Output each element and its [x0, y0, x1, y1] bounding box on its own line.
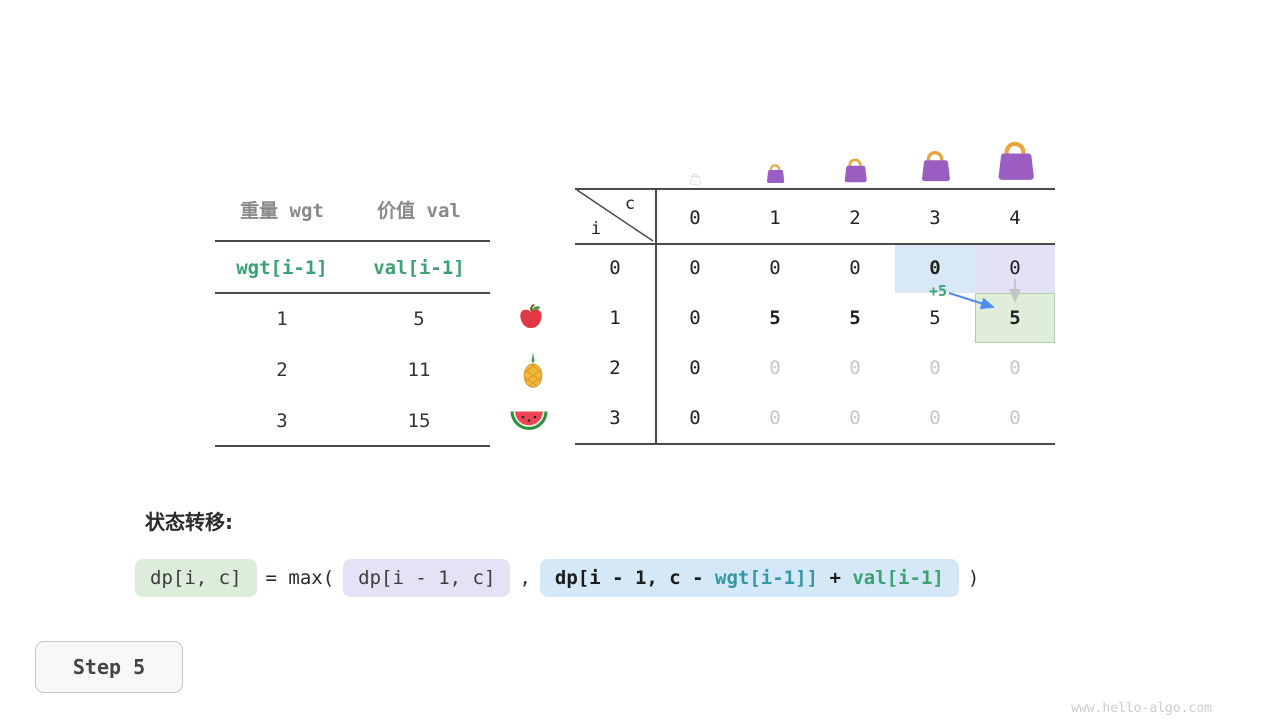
transition-heading: 状态转移:	[145, 510, 233, 534]
dp-cell: 0	[849, 257, 861, 279]
dp-col-header: 0	[689, 207, 701, 229]
bag-icon-3	[916, 144, 954, 186]
items-table-line-top	[215, 240, 490, 242]
dp-col-header: 2	[849, 207, 861, 229]
item-1-value: 5	[413, 308, 425, 330]
formula-term2-val: val[i-1]	[852, 567, 944, 589]
dp-cell: 0	[849, 407, 861, 429]
item-3-value: 15	[407, 410, 431, 432]
dp-cell-current: 5	[1009, 307, 1021, 329]
formula-comma: ,	[519, 567, 531, 589]
dp-row-label: 2	[609, 357, 621, 379]
watermelon-icon	[510, 411, 548, 430]
formula-equals-max: = max(	[265, 567, 335, 589]
dp-corner-row-label: i	[590, 219, 602, 239]
item-1-weight: 1	[276, 308, 288, 330]
items-header-weight: 重量 wgt	[240, 200, 324, 222]
pineapple-icon	[523, 352, 543, 388]
dp-cell-ref-sum: 0	[929, 257, 941, 279]
formula-lhs-box: dp[i, c]	[135, 559, 257, 597]
dp-cell: 0	[689, 407, 701, 429]
dp-cell: 0	[769, 257, 781, 279]
apple-icon	[520, 304, 542, 328]
dp-cell-ref-skip: 0	[1009, 257, 1021, 279]
dp-line-vertical	[655, 188, 657, 445]
dp-cell: 0	[1009, 357, 1021, 379]
dp-row-label: 1	[609, 307, 621, 329]
dp-cell: 0	[689, 357, 701, 379]
item-2-value: 11	[407, 359, 431, 381]
formula-term1-box: dp[i - 1, c]	[343, 559, 511, 597]
dp-line-top	[575, 188, 1055, 190]
dp-cell: 0	[1009, 407, 1021, 429]
dp-cell: 0	[929, 407, 941, 429]
dp-cell: 0	[689, 257, 701, 279]
transition-formula: dp[i, c] = max( dp[i - 1, c] , dp[i - 1,…	[135, 559, 988, 597]
bag-icon-1	[763, 160, 787, 186]
dp-cell: 0	[769, 407, 781, 429]
watermark: www.hello-algo.com	[1071, 701, 1212, 716]
dp-cell: 5	[929, 307, 941, 329]
formula-term2-wgt: wgt[i-1]]	[715, 567, 818, 589]
formula-term2-plus: +	[818, 567, 853, 589]
formula-term2-prefix: dp[i - 1, c -	[554, 567, 716, 589]
dp-cell: 0	[689, 307, 701, 329]
dp-col-header: 4	[1009, 207, 1021, 229]
dp-cell: 0	[849, 357, 861, 379]
dp-cell: 0	[769, 357, 781, 379]
dp-corner-col-label: c	[624, 194, 636, 214]
plus-value-annotation: +5	[928, 282, 948, 300]
items-table-line-bottom	[215, 445, 490, 447]
highlight-blue-cell	[895, 243, 975, 293]
dp-cell: 5	[769, 307, 781, 329]
bag-icon-4	[991, 133, 1039, 186]
items-formula-weight: wgt[i-1]	[236, 257, 328, 279]
dp-line-bottom	[575, 443, 1055, 445]
formula-closing-paren: )	[967, 567, 980, 589]
bag-icon-2	[840, 153, 870, 186]
dp-col-header: 3	[929, 207, 941, 229]
item-2-weight: 2	[276, 359, 288, 381]
dp-table: c i 0 1 2 3 4 0 1 2 3 0 0 0 0 0 0 5 5 5 …	[575, 133, 1055, 449]
dp-row-label: 3	[609, 407, 621, 429]
formula-term2-box: dp[i - 1, c - wgt[i-1]] + val[i-1]	[539, 559, 959, 597]
dp-cell: 0	[929, 357, 941, 379]
items-header-value: 价值 val	[377, 200, 461, 222]
item-3-weight: 3	[276, 410, 288, 432]
bag-icon-0	[688, 171, 702, 186]
dp-col-header: 1	[769, 207, 781, 229]
items-formula-value: val[i-1]	[373, 257, 465, 279]
dp-row-label: 0	[609, 257, 621, 279]
items-table-line-mid	[215, 292, 490, 294]
items-table: 重量 wgt 价值 val wgt[i-1] val[i-1] 1 5 2 11…	[215, 190, 490, 448]
dp-line-header	[575, 243, 1055, 245]
dp-cell: 5	[849, 307, 861, 329]
step-indicator: Step 5	[35, 641, 183, 693]
